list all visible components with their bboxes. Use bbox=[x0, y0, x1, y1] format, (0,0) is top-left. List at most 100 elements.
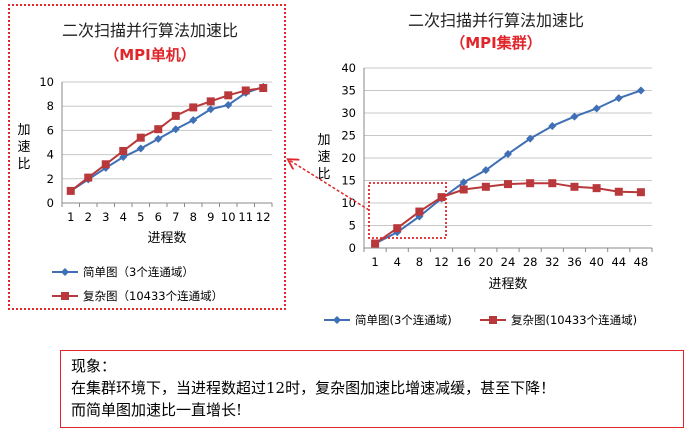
data-point-square bbox=[636, 188, 645, 197]
x-tick-label: 1 bbox=[371, 255, 378, 269]
x-tick-label: 11 bbox=[238, 210, 253, 224]
x-tick-label: 2 bbox=[85, 210, 92, 224]
data-point-square bbox=[614, 187, 623, 196]
data-point-square bbox=[459, 185, 468, 194]
legend-marker bbox=[489, 316, 497, 324]
data-point-diamond bbox=[570, 112, 579, 121]
x-tick-label: 10 bbox=[221, 210, 236, 224]
y-tick-label: 15 bbox=[341, 174, 356, 188]
data-point-diamond bbox=[548, 122, 557, 131]
legend-marker bbox=[61, 268, 69, 276]
data-point-diamond bbox=[206, 105, 215, 114]
legend-marker bbox=[61, 292, 69, 300]
y-tick-label: 40 bbox=[341, 61, 356, 75]
x-tick-label: 3 bbox=[102, 210, 109, 224]
y-tick-label: 2 bbox=[47, 172, 54, 186]
x-tick-label: 8 bbox=[416, 255, 423, 269]
x-tick-label: 1 bbox=[67, 210, 74, 224]
x-tick-label: 4 bbox=[120, 210, 127, 224]
data-point-square bbox=[119, 146, 128, 155]
data-point-diamond bbox=[119, 153, 128, 162]
data-point-square bbox=[592, 184, 601, 193]
data-point-square bbox=[548, 179, 557, 188]
chart-title: 二次扫描并行算法加速比 bbox=[408, 11, 584, 30]
x-tick-label: 24 bbox=[501, 255, 516, 269]
y-axis-title: 加速比 bbox=[317, 133, 330, 182]
data-point-square bbox=[393, 224, 402, 233]
chart-subtitle: （MPI集群） bbox=[450, 34, 542, 52]
x-tick-label: 9 bbox=[207, 210, 214, 224]
data-point-square bbox=[206, 97, 215, 106]
y-tick-label: 0 bbox=[349, 241, 356, 255]
right-chart-panel: 二次扫描并行算法加速比 （MPI集群） 0 5 10 15 20 25 30 35 40 1 4 8 12 1… bbox=[306, 0, 684, 335]
x-tick-label: 6 bbox=[155, 210, 162, 224]
data-point-square bbox=[171, 111, 180, 120]
x-tick-label: 16 bbox=[456, 255, 471, 269]
data-point-square bbox=[371, 239, 380, 248]
data-point-square bbox=[437, 193, 446, 202]
data-point-square bbox=[241, 86, 250, 95]
data-point-square bbox=[570, 182, 579, 191]
chart-title: 二次扫描并行算法加速比 bbox=[62, 21, 238, 40]
data-point-diamond bbox=[224, 100, 233, 109]
legend-marker bbox=[333, 316, 341, 324]
data-point-diamond bbox=[154, 134, 163, 143]
y-tick-label: 5 bbox=[349, 219, 356, 233]
x-tick-label: 4 bbox=[394, 255, 401, 269]
note-heading: 现象： bbox=[71, 357, 117, 375]
y-tick-label: 6 bbox=[47, 123, 54, 137]
x-tick-label: 40 bbox=[589, 255, 604, 269]
y-tick-label: 4 bbox=[47, 148, 54, 162]
legend-label: 复杂图（10433个连通域） bbox=[83, 289, 223, 303]
chart-subtitle: （MPI单机） bbox=[104, 46, 196, 64]
data-point-diamond bbox=[171, 125, 180, 134]
data-point-diamond bbox=[636, 86, 645, 95]
data-point-diamond bbox=[504, 149, 512, 158]
x-tick-label: 5 bbox=[137, 210, 144, 224]
data-point-square bbox=[504, 180, 512, 189]
y-tick-label: 10 bbox=[341, 196, 356, 210]
y-axis-title: 加速比 bbox=[17, 123, 30, 172]
x-tick-label: 8 bbox=[190, 210, 197, 224]
data-point-square bbox=[224, 91, 233, 100]
data-point-square bbox=[84, 173, 93, 182]
series-line-2 bbox=[70, 87, 264, 192]
data-point-diamond bbox=[526, 134, 535, 143]
x-axis-title: 进程数 bbox=[488, 277, 527, 292]
data-point-diamond bbox=[614, 94, 623, 103]
data-point-square bbox=[526, 179, 535, 188]
series-line-2 bbox=[374, 182, 641, 245]
data-point-square bbox=[66, 186, 75, 195]
data-point-square bbox=[136, 133, 145, 142]
data-point-diamond bbox=[459, 178, 468, 187]
legend-label: 简单图(3个连通域) bbox=[355, 313, 452, 327]
data-point-diamond bbox=[481, 166, 490, 175]
note-line-1: 在集群环境下，当进程数超过12时，复杂图加速比增速减缓，甚至下降！ bbox=[71, 379, 556, 397]
left-chart-panel: 二次扫描并行算法加速比 （MPI单机） 0 2 4 6 8 10 1 2 3 4 5 6 7 8 9 10 11 12… bbox=[8, 4, 286, 310]
data-point-diamond bbox=[592, 104, 601, 113]
observation-note: 现象： 在集群环境下，当进程数超过12时，复杂图加速比增速减缓，甚至下降！ 而简… bbox=[60, 350, 684, 428]
y-tick-label: 8 bbox=[47, 99, 54, 113]
x-tick-label: 12 bbox=[434, 255, 449, 269]
y-tick-label: 20 bbox=[341, 151, 356, 165]
x-axis-title: 进程数 bbox=[147, 231, 186, 246]
legend-label: 简单图（3个连通域） bbox=[83, 265, 194, 279]
x-tick-label: 44 bbox=[611, 255, 626, 269]
series-line-1 bbox=[70, 85, 264, 192]
note-line-2: 而简单图加速比一直增长! bbox=[71, 401, 243, 419]
y-tick-label: 10 bbox=[39, 75, 54, 89]
data-point-square bbox=[259, 84, 268, 93]
x-tick-label: 7 bbox=[172, 210, 179, 224]
x-tick-label: 12 bbox=[256, 210, 271, 224]
x-tick-label: 32 bbox=[545, 255, 560, 269]
y-tick-label: 25 bbox=[341, 129, 356, 143]
y-tick-label: 35 bbox=[341, 84, 356, 98]
data-point-square bbox=[415, 207, 424, 216]
data-point-square bbox=[481, 182, 490, 191]
y-tick-label: 0 bbox=[47, 196, 54, 210]
data-point-diamond bbox=[136, 144, 145, 153]
legend-label: 复杂图(10433个连通域) bbox=[511, 313, 637, 327]
data-point-square bbox=[154, 125, 163, 134]
